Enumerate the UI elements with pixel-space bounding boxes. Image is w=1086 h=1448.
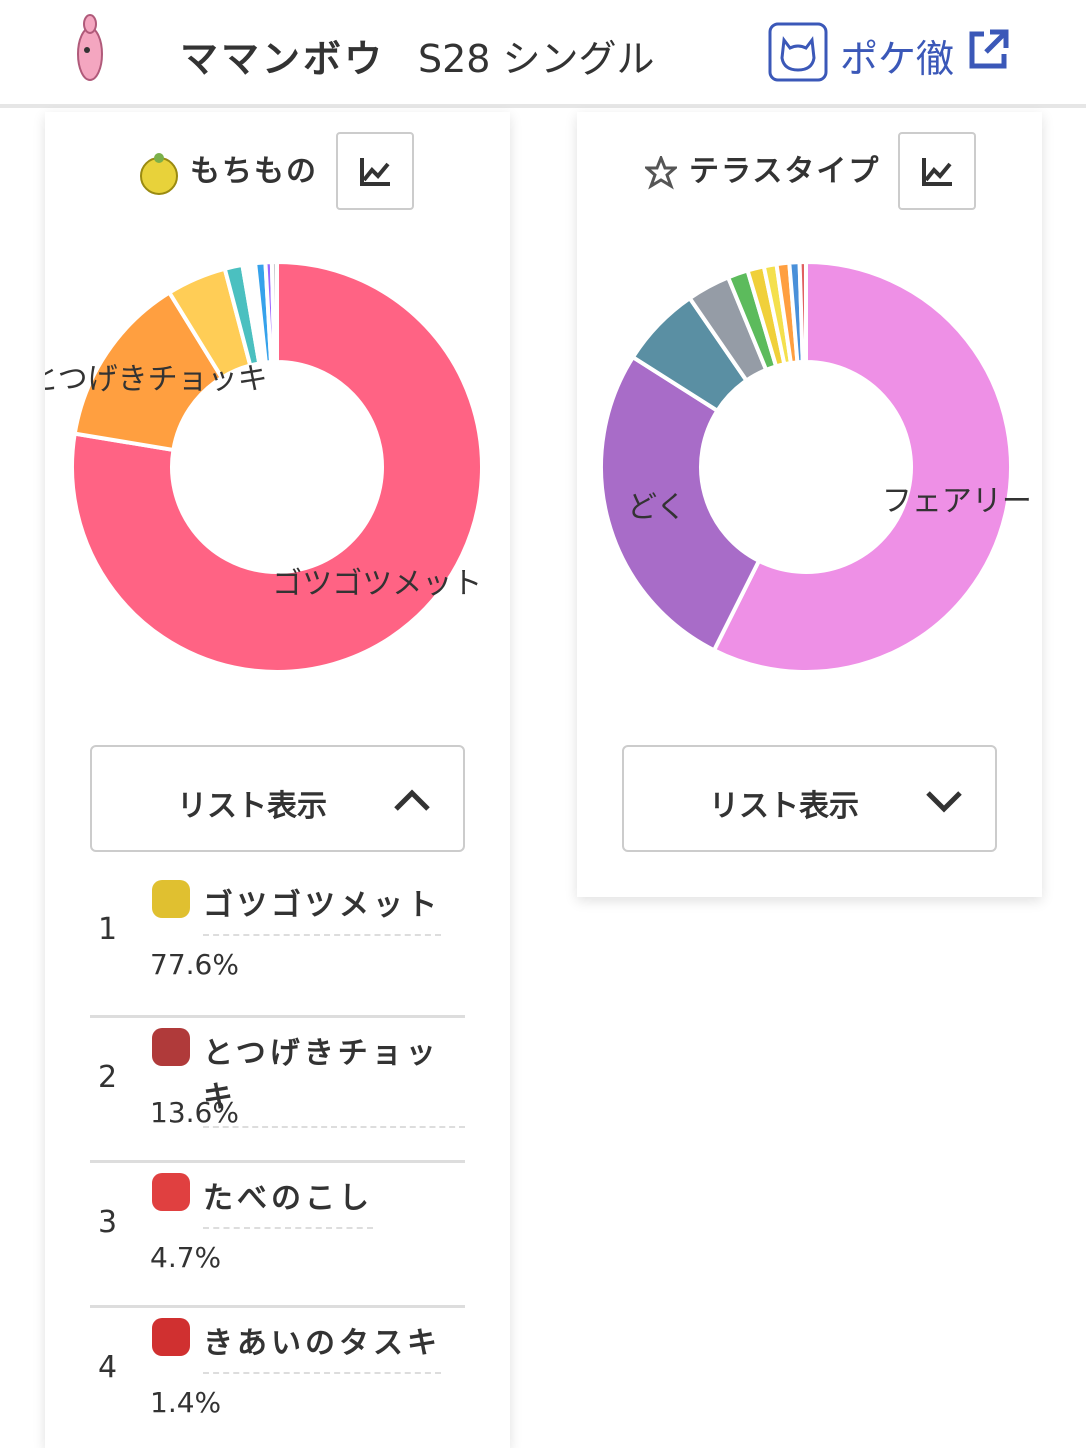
item-name: たべのこし — [203, 1173, 373, 1229]
chevron-down — [926, 791, 962, 813]
donut-slice — [269, 259, 279, 365]
panel-title: テラスタイプ — [689, 154, 881, 189]
list-toggle-label: リスト表示 — [709, 789, 859, 824]
donut-slice — [797, 259, 808, 365]
chart-icon — [922, 158, 952, 186]
tera-panel: テラスタイプ フェアリー どく リスト表示 — [577, 112, 1042, 897]
item-icon — [152, 1028, 190, 1066]
slice-label: とつげきチョッキ — [45, 362, 268, 397]
list-toggle-label: リスト表示 — [177, 789, 327, 824]
rank: 2 — [98, 1060, 118, 1095]
list-item: 3 たべのこし 4.7% — [90, 1160, 465, 1308]
donut-chart: ゴツゴツメット とつげきチョッキ — [45, 259, 484, 674]
list-toggle[interactable]: リスト表示 — [90, 745, 465, 852]
tera-icon — [645, 156, 677, 190]
poketetsu-link[interactable]: ポケ徹 — [840, 37, 955, 81]
donut-slice — [711, 259, 1013, 674]
item-name: とつげきチョッキ — [203, 1028, 465, 1128]
chevron-up — [394, 789, 430, 811]
item-icon — [140, 153, 178, 195]
panel-title: もちもの — [190, 154, 318, 189]
chart-button[interactable] — [898, 132, 976, 210]
slice-label: ゴツゴツメット — [272, 567, 482, 602]
pokemon-icon — [77, 14, 103, 81]
item-name: きあいのタスキ — [203, 1318, 441, 1374]
item-name: ゴツゴツメット — [203, 880, 441, 936]
item-icon — [152, 1318, 190, 1356]
item-percent: 77.6% — [150, 948, 239, 981]
season-label: S28 シングル — [418, 37, 655, 81]
external-link-icon[interactable] — [966, 28, 1010, 72]
item-icon — [152, 1173, 190, 1211]
donut-chart: フェアリー どく — [599, 259, 1032, 674]
donut-slice — [70, 259, 484, 674]
item-icon — [152, 880, 190, 918]
item-percent: 1.4% — [150, 1386, 222, 1419]
chart-button[interactable] — [336, 132, 414, 210]
rank: 1 — [98, 912, 118, 947]
rank: 4 — [98, 1350, 118, 1385]
slice-label: フェアリー — [882, 484, 1032, 519]
list-item: 4 きあいのタスキ 1.4% — [90, 1305, 465, 1448]
pokemon-name: ママンボウ — [180, 37, 386, 81]
slice-label: どく — [627, 490, 686, 525]
item-percent: 4.7% — [150, 1241, 222, 1274]
item-percent: 13.6% — [150, 1096, 239, 1129]
items-panel: もちもの ゴツゴツメット とつげきチョッキ リスト表示 1 ゴツゴツメット 77.6%… — [45, 112, 510, 1448]
rank: 3 — [98, 1205, 118, 1240]
chart-icon — [360, 158, 390, 186]
poketetsu-icon[interactable] — [768, 22, 828, 82]
list-item: 1 ゴツゴツメット 77.6% — [90, 870, 465, 1015]
header: ママンボウ S28 シングル ポケ徹 — [0, 0, 1086, 108]
donut-slice — [599, 354, 762, 653]
list-item: 2 とつげきチョッキ 13.6% — [90, 1015, 465, 1163]
list-toggle[interactable]: リスト表示 — [622, 745, 997, 852]
